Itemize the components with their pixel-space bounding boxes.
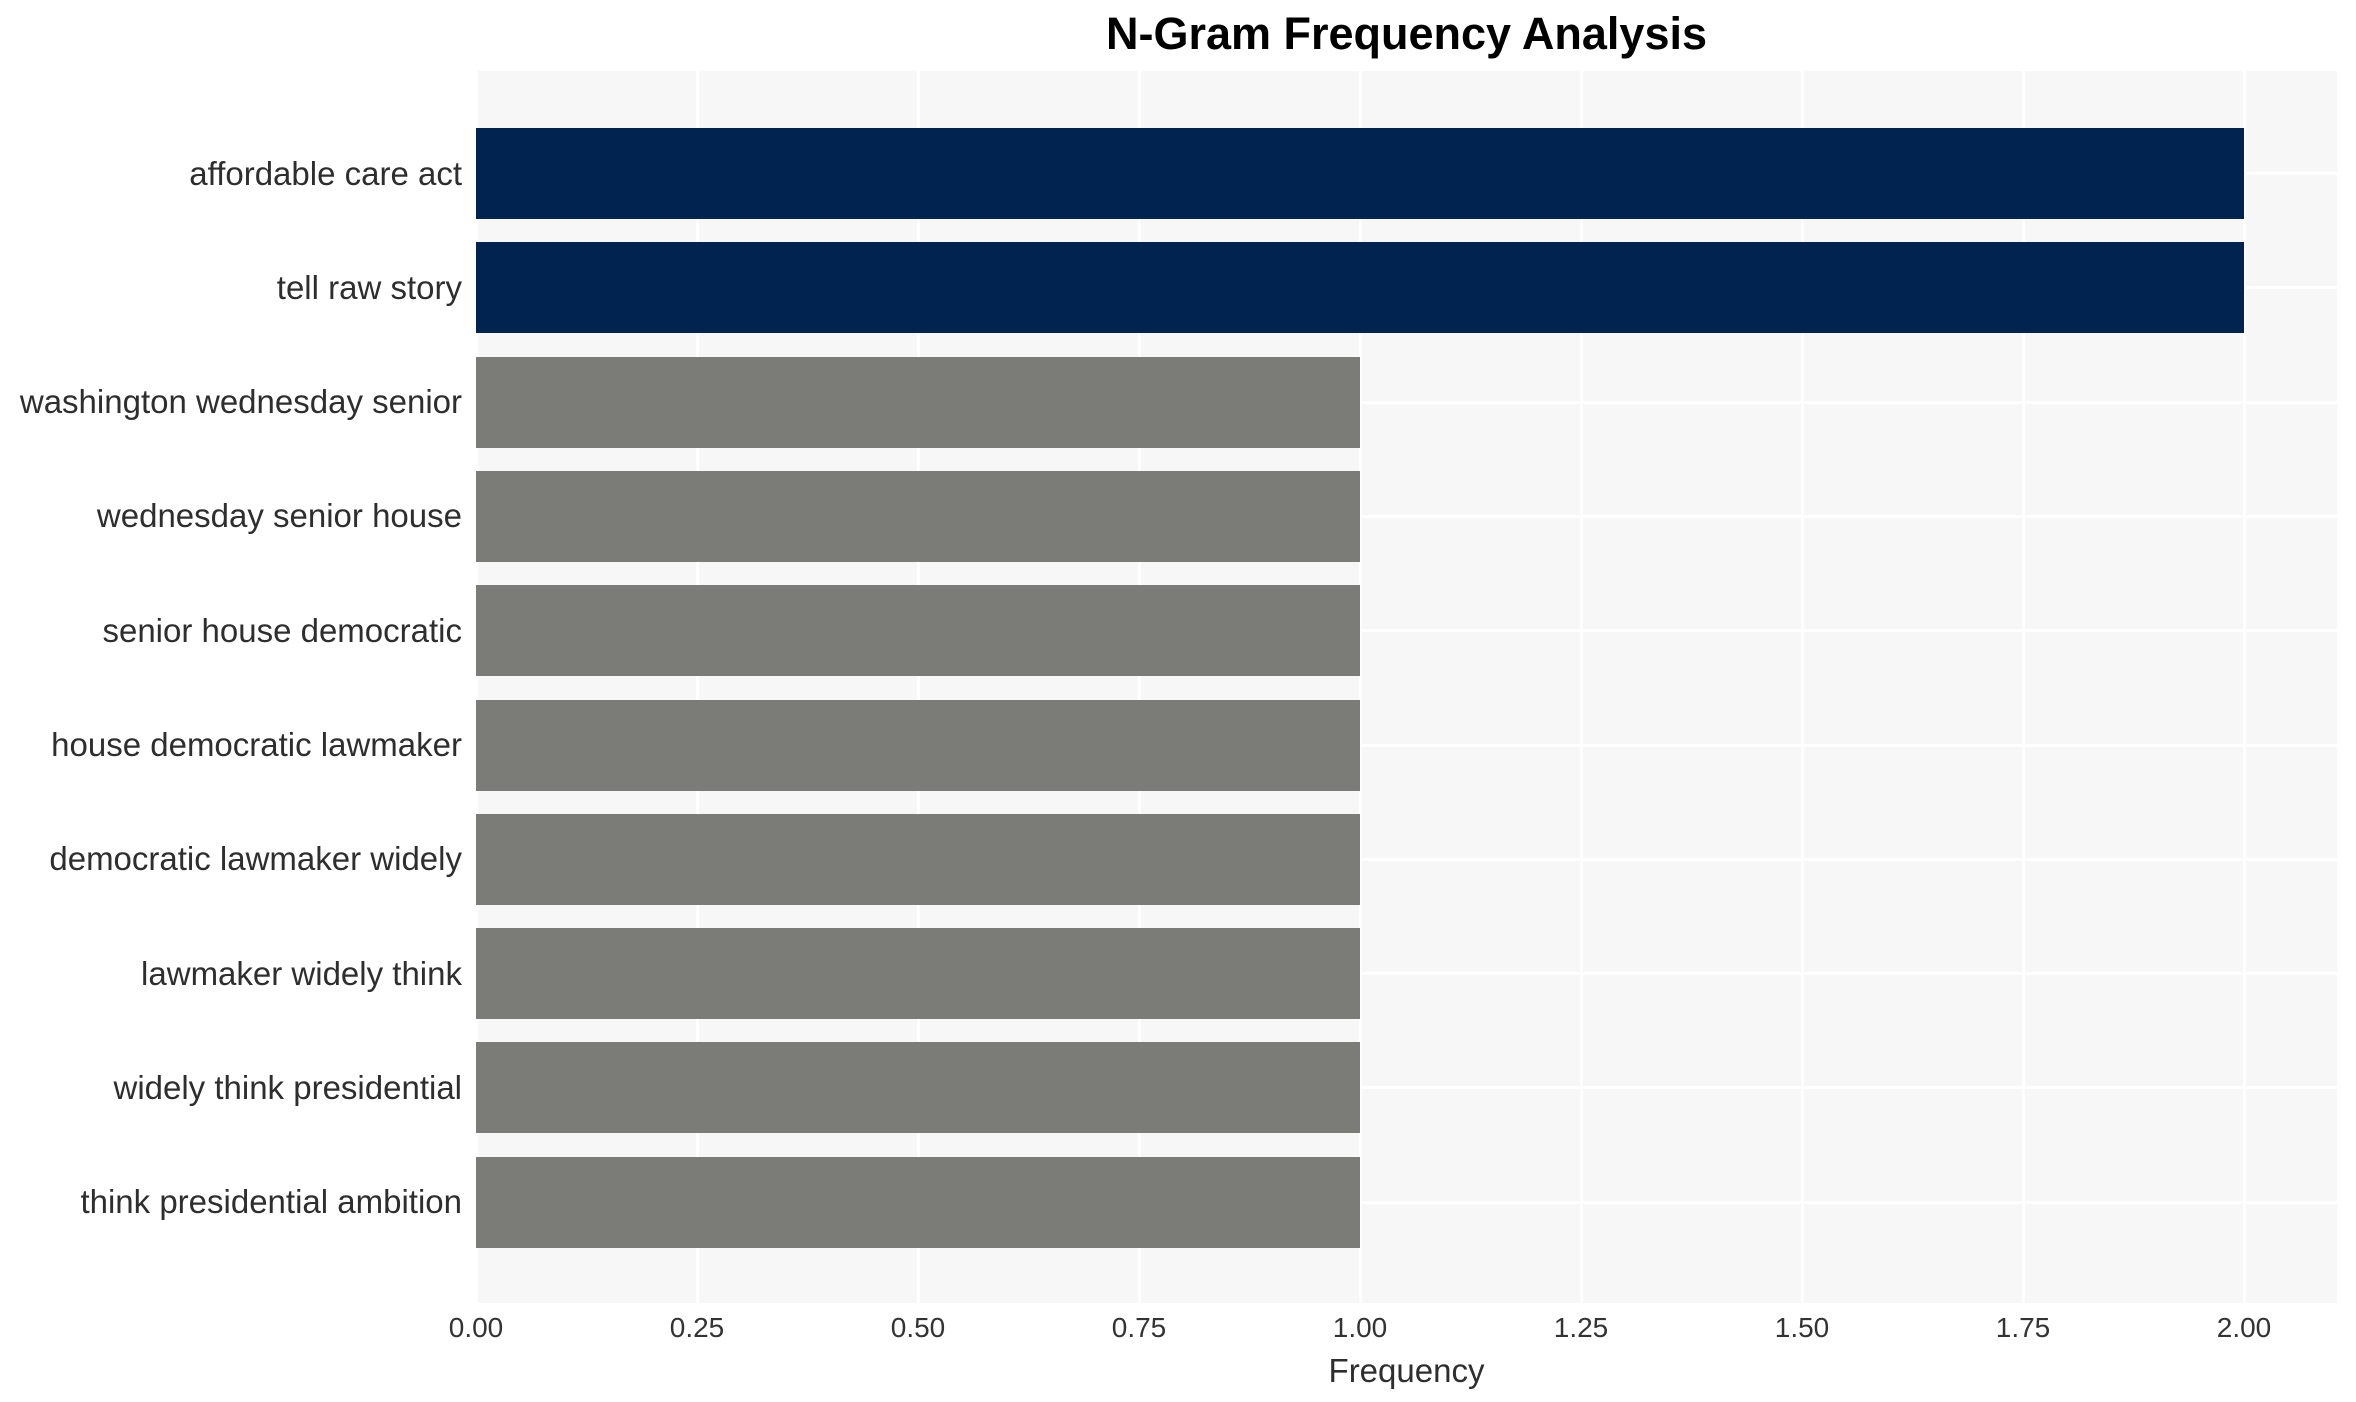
y-tick-label: senior house democratic bbox=[102, 611, 462, 649]
x-tick-label: 0.50 bbox=[890, 1312, 946, 1343]
bar bbox=[476, 1042, 1360, 1134]
x-tick-label: 0.75 bbox=[1111, 1312, 1167, 1343]
x-gridline bbox=[474, 71, 478, 1303]
x-tick-label: 1.50 bbox=[1774, 1312, 1830, 1343]
y-tick-label: washington wednesday senior bbox=[19, 383, 462, 421]
bar bbox=[476, 470, 1360, 562]
bar bbox=[476, 585, 1360, 677]
y-tick-label: democratic lawmaker widely bbox=[49, 840, 462, 878]
plot-area bbox=[474, 71, 2337, 1303]
x-gridline bbox=[1358, 71, 1362, 1303]
chart-title: N-Gram Frequency Analysis bbox=[1105, 8, 1708, 59]
x-gridline bbox=[916, 71, 920, 1303]
x-gridline bbox=[695, 71, 699, 1303]
bar bbox=[476, 813, 1360, 905]
x-tick-label: 1.25 bbox=[1553, 1312, 1609, 1343]
y-tick-label: wednesday senior house bbox=[96, 497, 462, 535]
bar bbox=[476, 928, 1360, 1020]
bar bbox=[476, 356, 1360, 448]
bar bbox=[476, 699, 1360, 791]
x-gridline bbox=[2242, 71, 2246, 1303]
x-tick-label: 0.00 bbox=[448, 1312, 504, 1343]
bar bbox=[476, 1156, 1360, 1248]
y-gridline bbox=[476, 743, 2337, 747]
x-gridline bbox=[1137, 71, 1141, 1303]
y-tick-label: lawmaker widely think bbox=[141, 954, 462, 992]
y-tick-label: tell raw story bbox=[276, 268, 462, 306]
y-gridline bbox=[476, 1086, 2337, 1090]
y-gridline bbox=[476, 972, 2337, 976]
y-tick-label: affordable care act bbox=[189, 154, 462, 192]
x-gridline bbox=[1579, 71, 1583, 1303]
y-gridline bbox=[476, 629, 2337, 633]
y-gridline bbox=[476, 514, 2337, 518]
y-tick-label: think presidential ambition bbox=[80, 1183, 462, 1221]
x-axis-title: Frequency bbox=[1328, 1352, 1485, 1389]
y-tick-label: house democratic lawmaker bbox=[51, 726, 462, 763]
y-tick-label: widely think presidential bbox=[113, 1068, 462, 1106]
x-gridline bbox=[1800, 71, 1804, 1303]
x-tick-label: 1.00 bbox=[1332, 1312, 1388, 1343]
x-tick-label: 2.00 bbox=[2216, 1312, 2272, 1343]
y-gridline bbox=[476, 400, 2337, 404]
y-gridline bbox=[476, 857, 2337, 861]
x-tick-label: 1.75 bbox=[1995, 1312, 2051, 1343]
bar bbox=[476, 242, 2244, 334]
bar bbox=[476, 128, 2244, 219]
y-gridline bbox=[476, 1200, 2337, 1204]
x-gridline bbox=[2021, 71, 2025, 1303]
x-tick-label: 0.25 bbox=[669, 1312, 725, 1343]
